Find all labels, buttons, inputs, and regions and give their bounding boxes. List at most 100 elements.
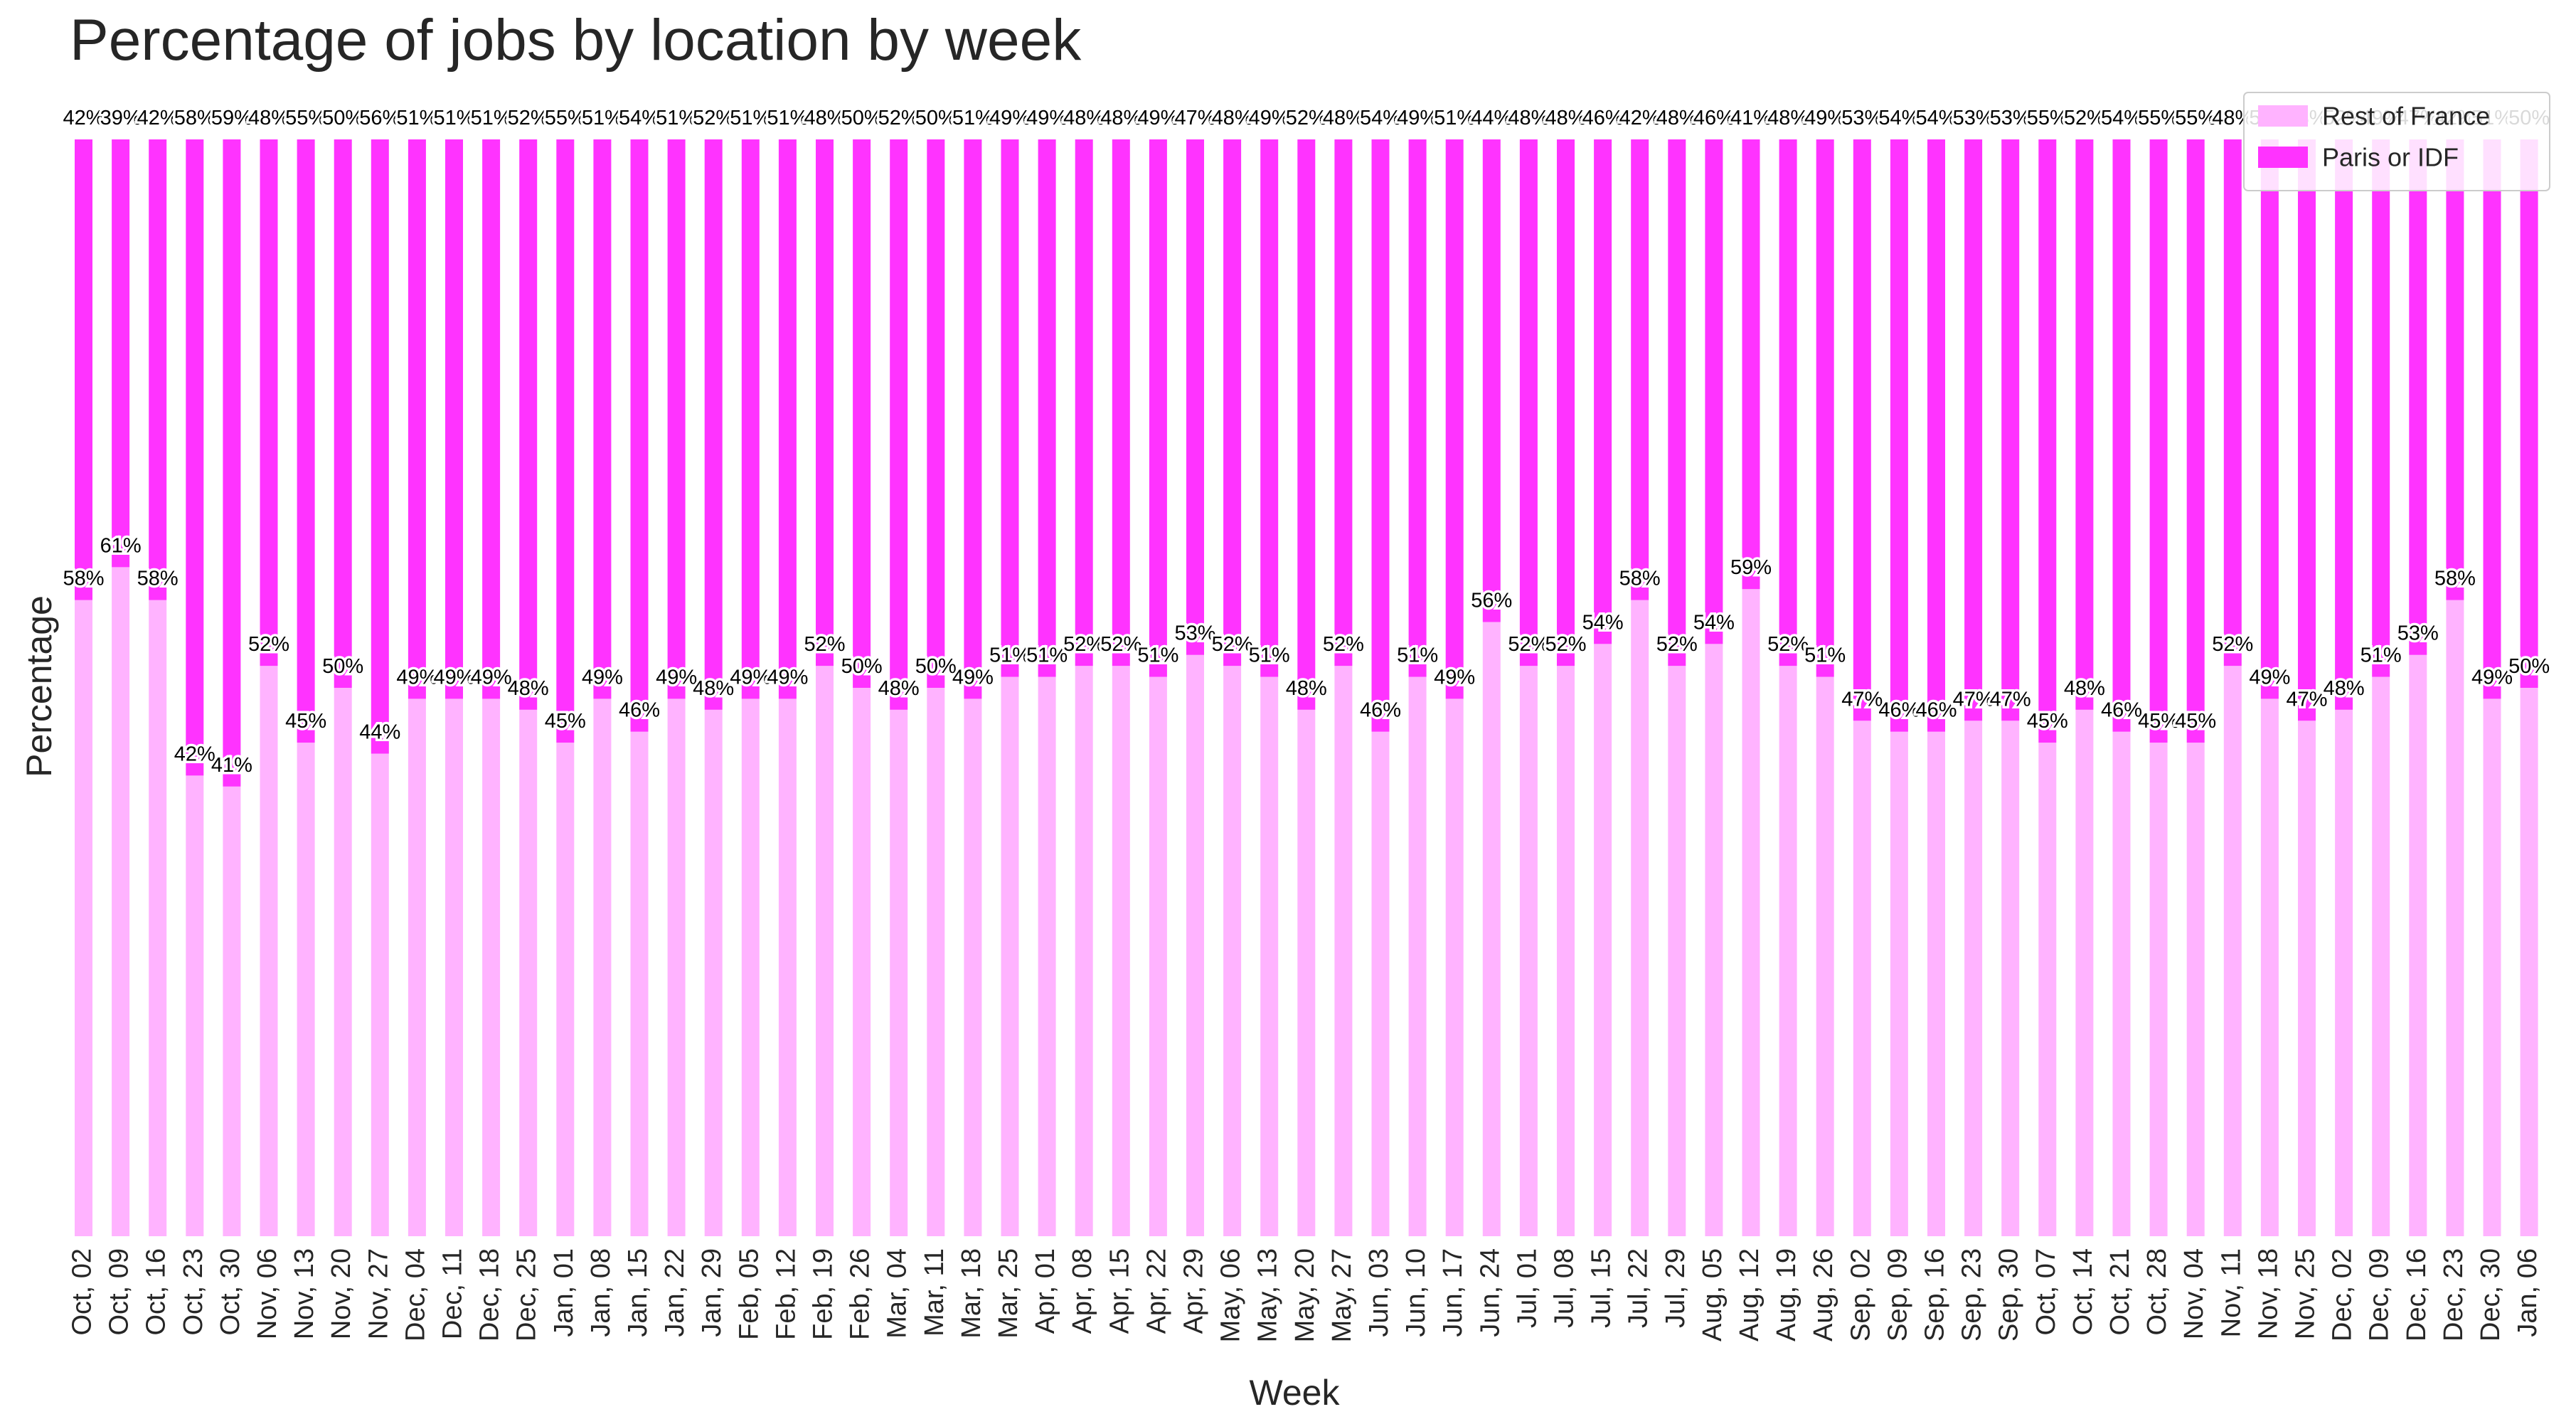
x-tick-label: Aug, 12: [1735, 1248, 1765, 1341]
bar-rest-of-france: [1482, 622, 1501, 1236]
x-tick-label: Sep, 23: [1957, 1248, 1987, 1341]
x-tick-label: Sep, 09: [1883, 1248, 1912, 1341]
data-label-paris-or-idf: 48%: [1323, 107, 1364, 129]
x-tick-labels: Oct, 02 Oct, 09 Oct, 16 Oct, 23 Oct, 30 Nov, …: [68, 1248, 2543, 1342]
bar-paris-or-idf: [2112, 139, 2131, 732]
data-label-rest-of-france: 50%: [322, 655, 363, 678]
bar-paris-or-idf: [1927, 139, 1945, 732]
bar-paris-or-idf: [1001, 139, 1019, 677]
x-tick-label: Jul, 01: [1512, 1248, 1542, 1328]
bar-rest-of-france: [927, 688, 945, 1236]
x-axis-label: Week: [1250, 1373, 1341, 1413]
data-label-paris-or-idf: 53%: [1990, 107, 2031, 129]
x-tick-label: Nov, 25: [2291, 1248, 2321, 1339]
x-tick-label: Jan, 22: [660, 1248, 690, 1337]
bar-rest-of-france: [2149, 743, 2168, 1236]
data-label-rest-of-france: 52%: [2212, 633, 2253, 656]
bar-paris-or-idf: [890, 139, 908, 710]
bar-rest-of-france: [2446, 600, 2464, 1236]
x-tick-label: Apr, 15: [1105, 1248, 1134, 1334]
data-label-paris-or-idf: 51%: [767, 107, 808, 129]
bar-rest-of-france: [482, 698, 501, 1236]
bar-rest-of-france: [2112, 731, 2131, 1236]
data-label-paris-or-idf: 53%: [1841, 107, 1883, 129]
x-tick-label: Jul, 15: [1587, 1248, 1617, 1328]
bar-paris-or-idf: [260, 139, 278, 666]
bar-rest-of-france: [1408, 676, 1427, 1236]
x-tick-label: Jul, 22: [1624, 1248, 1654, 1328]
bar-paris-or-idf: [1445, 139, 1464, 699]
bar-paris-or-idf: [408, 139, 426, 699]
bar-paris-or-idf: [2223, 139, 2242, 666]
bar-rest-of-france: [1297, 709, 1316, 1236]
x-tick-label: Sep, 02: [1846, 1248, 1875, 1341]
legend-box: [2243, 92, 2550, 191]
x-tick-label: Oct, 02: [68, 1248, 97, 1336]
data-label-rest-of-france: 54%: [1582, 611, 1624, 634]
data-label-paris-or-idf: 49%: [1137, 107, 1178, 129]
bar-rest-of-france: [2483, 698, 2501, 1236]
data-label-rest-of-france: 52%: [1212, 633, 1253, 656]
bar-rest-of-france: [890, 709, 908, 1236]
bar-paris-or-idf: [1853, 139, 1871, 721]
data-label-rest-of-france: 45%: [545, 710, 586, 733]
y-axis-label: Percentage: [19, 595, 59, 777]
bar-rest-of-france: [2372, 676, 2390, 1236]
data-label-paris-or-idf: 51%: [396, 107, 437, 129]
data-label-rest-of-france: 49%: [396, 666, 437, 689]
x-tick-label: Nov, 11: [2216, 1248, 2246, 1337]
data-label-paris-or-idf: 49%: [1026, 107, 1068, 129]
x-tick-label: Sep, 30: [1994, 1248, 2024, 1341]
bar-paris-or-idf: [2075, 139, 2094, 710]
x-tick-label: Jun, 03: [1364, 1248, 1394, 1337]
bar-paris-or-idf: [1371, 139, 1390, 732]
data-label-paris-or-idf: 48%: [1656, 107, 1698, 129]
bar-rest-of-france: [445, 698, 463, 1236]
bar-rest-of-france: [260, 666, 278, 1236]
bar-rest-of-france: [741, 698, 760, 1236]
bar-paris-or-idf: [2335, 139, 2353, 710]
bar-paris-or-idf: [2149, 139, 2168, 743]
data-label-paris-or-idf: 53%: [1953, 107, 1994, 129]
x-tick-label: Apr, 22: [1141, 1248, 1171, 1334]
data-label-rest-of-france: 51%: [1804, 644, 1846, 667]
data-label-rest-of-france: 49%: [471, 666, 512, 689]
data-label-rest-of-france: 52%: [1323, 633, 1364, 656]
bar-paris-or-idf: [1186, 139, 1204, 655]
bar-paris-or-idf: [334, 139, 352, 688]
data-label-paris-or-idf: 49%: [1804, 107, 1846, 129]
data-label-paris-or-idf: 55%: [2175, 107, 2216, 129]
bar-paris-or-idf: [1038, 139, 1056, 677]
data-label-rest-of-france: 45%: [2027, 710, 2068, 733]
bar-paris-or-idf: [371, 139, 389, 754]
x-tick-label: Jul, 29: [1661, 1248, 1691, 1328]
x-tick-label: Nov, 06: [252, 1248, 282, 1339]
bar-rest-of-france: [1149, 676, 1167, 1236]
data-label-rest-of-france: 49%: [767, 666, 808, 689]
x-tick-label: Mar, 11: [920, 1248, 949, 1337]
data-label-rest-of-france: 48%: [2064, 677, 2105, 700]
data-label-rest-of-france: 49%: [2471, 666, 2513, 689]
bar-rest-of-france: [75, 600, 92, 1236]
bar-rest-of-france: [2520, 688, 2538, 1236]
data-label-paris-or-idf: 51%: [582, 107, 623, 129]
legend-swatch: [2258, 105, 2308, 127]
data-label-paris-or-idf: 48%: [804, 107, 845, 129]
data-label-paris-or-idf: 59%: [211, 107, 252, 129]
bar-rest-of-france: [1890, 731, 1908, 1236]
data-label-paris-or-idf: 50%: [841, 107, 883, 129]
data-label-rest-of-france: 54%: [1693, 611, 1735, 634]
data-label-paris-or-idf: 41%: [1730, 107, 1772, 129]
bar-rest-of-france: [1371, 731, 1390, 1236]
bar-paris-or-idf: [2372, 139, 2390, 677]
bar-paris-or-idf: [482, 139, 501, 699]
data-label-paris-or-idf: 46%: [1582, 107, 1624, 129]
data-label-rest-of-france: 49%: [433, 666, 474, 689]
bar-rest-of-france: [2001, 721, 2020, 1236]
data-label-rest-of-france: 49%: [730, 666, 771, 689]
x-tick-label: Jan, 15: [623, 1248, 653, 1337]
data-label-paris-or-idf: 54%: [1915, 107, 1957, 129]
bar-rest-of-france: [2038, 743, 2057, 1236]
x-tick-label: Aug, 26: [1809, 1248, 1838, 1341]
bar-paris-or-idf: [593, 139, 612, 699]
